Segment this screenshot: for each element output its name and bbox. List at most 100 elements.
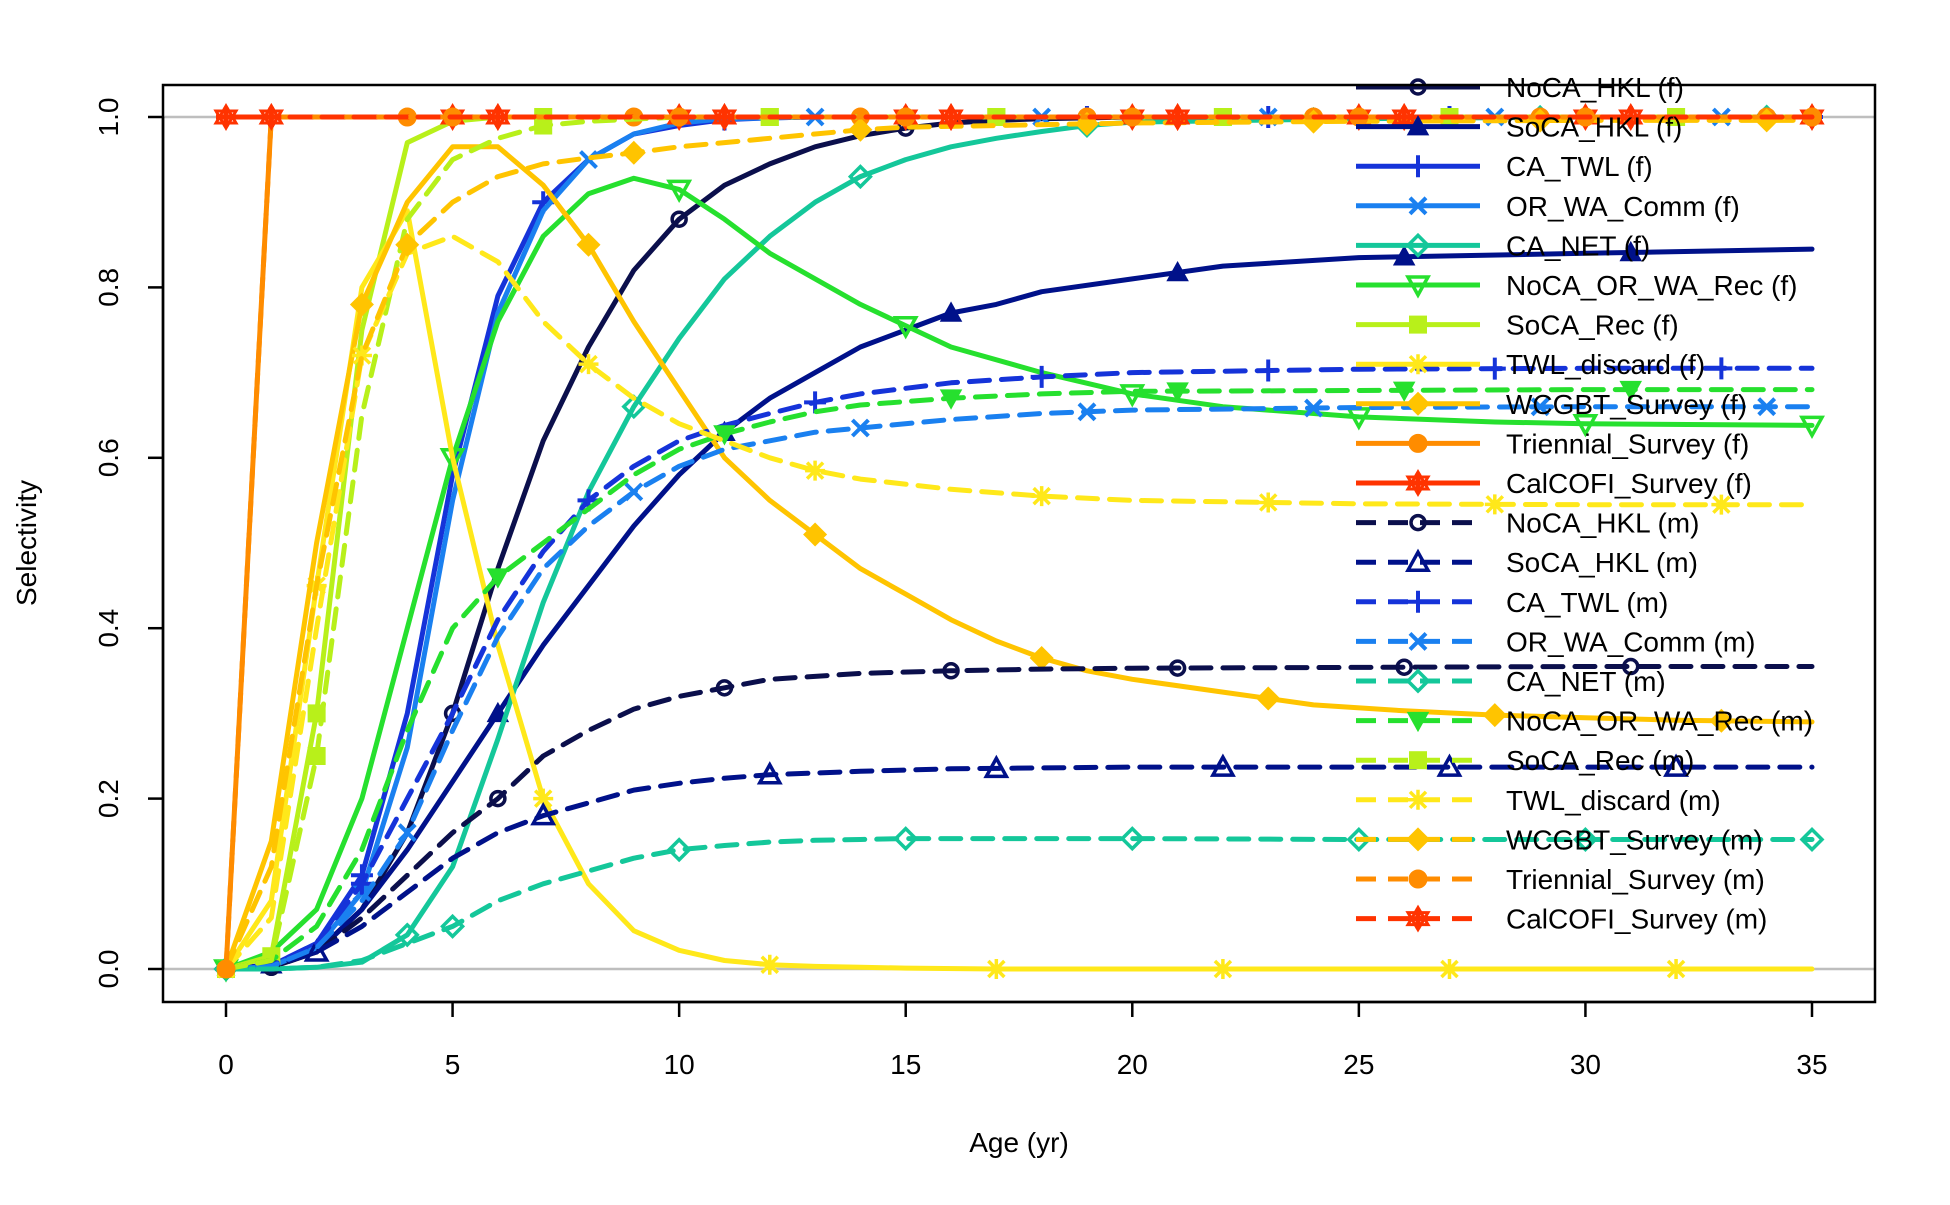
data-point-noca-hkl-m — [1168, 659, 1187, 677]
legend-marker-calcofi-survey-f — [1405, 469, 1431, 497]
legend-marker-ca-net-m — [1405, 668, 1431, 694]
series-line-noca-or-wa-rec-f — [223, 175, 1815, 972]
data-point-ca-net-f — [394, 922, 420, 948]
data-point-or-wa-comm-m — [1304, 398, 1323, 418]
legend-item: NoCA_OR_WA_Rec (m) — [1356, 706, 1813, 737]
data-point-noca-or-wa-rec-f — [1572, 413, 1599, 438]
data-point-soca-hkl-m — [303, 938, 330, 962]
legend-item: OR_WA_Comm (f) — [1356, 191, 1740, 222]
x-tick-label: 20 — [1117, 1049, 1148, 1080]
data-point-soca-rec-m — [534, 116, 553, 135]
data-point-twl-discard-f — [986, 959, 1007, 979]
data-point-noca-or-wa-rec-f — [1119, 384, 1146, 408]
legend-item: SoCA_HKL (m) — [1356, 547, 1698, 578]
data-point-twl-discard-m — [1711, 494, 1732, 515]
data-point-ca-net-m — [1572, 827, 1598, 852]
legend-label: WCGBT_Survey (f) — [1506, 389, 1747, 420]
legend-marker-triennial-survey-m — [1408, 869, 1428, 889]
data-point-noca-hkl-m — [942, 662, 960, 680]
legend-label: NoCA_HKL (m) — [1506, 508, 1699, 539]
legend-item: TWL_discard (m) — [1356, 785, 1721, 816]
legend-item: CalCOFI_Survey (m) — [1356, 904, 1767, 935]
x-tick-label: 15 — [890, 1049, 921, 1080]
legend-marker-twl-discard-f — [1408, 354, 1428, 375]
data-point-or-wa-comm-m — [397, 823, 417, 843]
legend-item: Triennial_Survey (f) — [1356, 428, 1749, 459]
data-point-or-wa-comm-m — [1757, 397, 1777, 417]
data-point-ca-twl-m — [1483, 357, 1506, 380]
legend-item: TWL_discard (f) — [1356, 349, 1705, 380]
series-line-twl-discard-f — [223, 208, 1815, 972]
series-line-noca-or-wa-rec-m — [223, 387, 1815, 972]
x-tick-label: 25 — [1343, 1049, 1374, 1080]
data-point-twl-discard-f — [533, 788, 554, 809]
data-point-ca-net-m — [440, 913, 466, 939]
legend-marker-noca-hkl-m — [1409, 513, 1427, 532]
series-line-ca-net-m — [223, 836, 1815, 972]
data-point-noca-hkl-f — [670, 210, 688, 228]
series-noca-hkl-m — [223, 657, 1815, 977]
y-tick-label: 0.0 — [93, 950, 124, 989]
data-point-calcofi-survey-m — [1618, 103, 1644, 131]
data-point-twl-discard-f — [1212, 959, 1233, 979]
legend-marker-ca-twl-m — [1407, 590, 1429, 613]
legend-item: NoCA_HKL (f) — [1356, 72, 1684, 103]
data-point-soca-hkl-f — [1166, 260, 1189, 282]
data-point-ca-net-m — [893, 826, 919, 852]
legend-label: CA_TWL (m) — [1506, 587, 1668, 618]
x-axis-label: Age (yr) — [969, 1127, 1069, 1158]
series-line-noca-hkl-m — [223, 664, 1815, 972]
y-tick-label: 0.6 — [93, 438, 124, 477]
data-point-noca-hkl-m — [1395, 658, 1413, 676]
legend-marker-ca-twl-f — [1407, 155, 1429, 178]
legend-label: Triennial_Survey (f) — [1506, 428, 1749, 459]
x-tick-label: 10 — [664, 1049, 695, 1080]
data-point-calcofi-survey-m — [1164, 103, 1191, 131]
data-point-ca-net-f — [847, 164, 873, 190]
data-point-noca-or-wa-rec-f — [1799, 415, 1825, 440]
series-ca-twl-m — [223, 357, 1815, 972]
data-point-soca-hkl-m — [530, 802, 557, 826]
data-point-twl-discard-m — [351, 345, 372, 366]
legend-marker-noca-hkl-f — [1409, 78, 1427, 96]
data-point-twl-discard-m — [1031, 486, 1052, 507]
series-line-soca-hkl-f — [223, 246, 1815, 972]
legend-marker-noca-or-wa-rec-m — [1406, 711, 1430, 733]
data-point-calcofi-survey-m — [711, 103, 738, 131]
data-point-wcgbt-survey-f — [349, 292, 374, 317]
data-point-noca-or-wa-rec-f — [892, 315, 919, 340]
data-point-ca-twl-m — [1030, 365, 1053, 388]
data-point-ca-net-m — [1119, 826, 1145, 852]
data-point-ca-net-m — [1799, 827, 1825, 852]
legend-item: SoCA_Rec (f) — [1356, 310, 1679, 341]
legend-marker-twl-discard-m — [1408, 789, 1428, 810]
legend-label: SoCA_Rec (m) — [1506, 745, 1694, 776]
data-point-ca-twl-m — [1257, 359, 1280, 382]
legend-label: NoCA_OR_WA_Rec (f) — [1506, 270, 1797, 301]
legend-item: SoCA_Rec (m) — [1356, 745, 1694, 776]
y-axis: 0.0 0.2 0.4 0.6 0.8 1.0 — [93, 98, 165, 989]
series-calcofi-survey-m — [223, 103, 1815, 131]
y-axis-label: Selectivity — [11, 480, 42, 606]
data-point-twl-discard-f — [1666, 959, 1687, 979]
data-point-calcofi-survey-m — [1391, 103, 1417, 131]
y-tick-label: 1.0 — [93, 98, 124, 137]
legend-marker-or-wa-comm-m — [1408, 631, 1428, 651]
legend-label: SoCA_HKL (m) — [1506, 547, 1698, 578]
x-tick-label: 5 — [445, 1049, 461, 1080]
series-or-wa-comm-m — [223, 397, 1815, 972]
data-point-ca-twl-m — [1710, 357, 1733, 380]
legend-item: CalCOFI_Survey (f) — [1356, 468, 1752, 499]
y-tick-label: 0.8 — [93, 268, 124, 307]
series-wcgbt-survey-f — [214, 144, 1815, 981]
legend-item: CA_TWL (f) — [1356, 151, 1653, 182]
data-point-noca-or-wa-rec-m — [486, 568, 510, 589]
legend-item: OR_WA_Comm (m) — [1356, 626, 1755, 657]
data-point-calcofi-survey-m — [485, 103, 511, 131]
legend-label: WCGBT_Survey (m) — [1506, 824, 1763, 855]
legend-item: NoCA_OR_WA_Rec (f) — [1356, 270, 1797, 301]
legend-item: WCGBT_Survey (m) — [1356, 824, 1763, 855]
legend-label: TWL_discard (m) — [1506, 785, 1721, 816]
data-point-noca-or-wa-rec-m — [1166, 382, 1189, 403]
